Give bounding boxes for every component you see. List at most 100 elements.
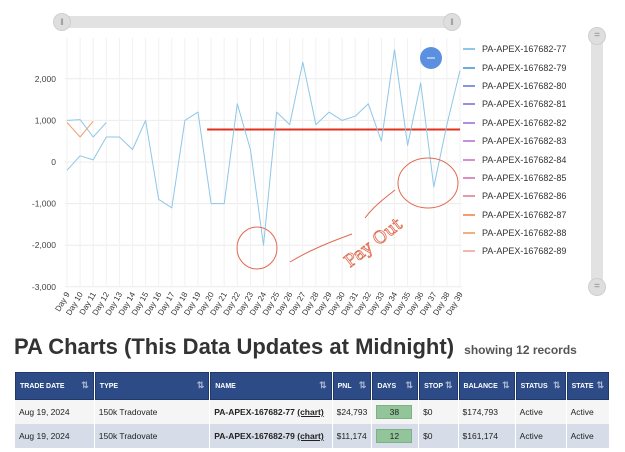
table-row[interactable]: Aug 19, 2024 150k Tradovate PA-APEX-1676… xyxy=(15,424,609,448)
legend-swatch xyxy=(463,103,475,106)
days-badge: 12 xyxy=(376,429,413,443)
drag-handle-icon[interactable]: ‖ xyxy=(443,13,461,31)
legend-swatch xyxy=(463,48,475,51)
legend-item[interactable]: PA-APEX-167682-80 xyxy=(463,77,566,95)
sort-arrows-icon[interactable]: ⇅ xyxy=(405,380,414,390)
column-header-type[interactable]: TYPE ⇅ xyxy=(94,372,210,400)
legend-item[interactable]: PA-APEX-167682-82 xyxy=(463,114,566,132)
legend-item[interactable]: PA-APEX-167682-77 xyxy=(463,40,566,58)
column-label: TYPE xyxy=(99,382,119,390)
drag-handle-icon[interactable]: = xyxy=(588,27,606,45)
type-cell: 150k Tradovate xyxy=(94,424,210,448)
days-cell: 12 xyxy=(372,424,419,448)
legend-item[interactable]: PA-APEX-167682-88 xyxy=(463,224,566,242)
column-label: BALANCE xyxy=(463,382,498,390)
balance-cell: $161,174 xyxy=(458,424,515,448)
annotation-arrow xyxy=(289,233,353,263)
column-header-balance[interactable]: BALANCE ⇅ xyxy=(458,372,515,400)
column-header-stop[interactable]: STOP ⇅ xyxy=(419,372,458,400)
vertical-zoom-slider[interactable] xyxy=(591,36,603,286)
column-header-status[interactable]: STATUS ⇅ xyxy=(515,372,566,400)
legend-label: PA-APEX-167682-81 xyxy=(482,99,567,110)
sort-arrows-icon[interactable]: ⇅ xyxy=(445,380,453,390)
column-header-state[interactable]: STATE ⇅ xyxy=(566,372,609,400)
legend-swatch xyxy=(463,121,475,124)
horizontal-zoom-slider[interactable] xyxy=(58,16,458,28)
sort-arrows-icon[interactable]: ⇅ xyxy=(553,380,561,390)
legend-label: PA-APEX-167682-80 xyxy=(482,80,567,91)
legend-item[interactable]: PA-APEX-167682-87 xyxy=(463,206,566,224)
sort-arrows-icon[interactable]: ⇅ xyxy=(358,380,367,390)
chart-area: -3,000 -2,000 -1,000 0 1,000 2,000 Day 9 Day 1… xyxy=(32,13,606,317)
column-label: TRADE DATE xyxy=(20,382,65,390)
legend-label: PA-APEX-167682-86 xyxy=(482,191,567,202)
column-header-days[interactable]: DAYS ⇅ xyxy=(372,372,419,400)
legend-item[interactable]: PA-APEX-167682-89 xyxy=(463,242,566,260)
state-cell: Active xyxy=(566,400,609,424)
table-row[interactable]: Aug 19, 2024 150k Tradovate PA-APEX-1676… xyxy=(15,400,609,424)
series-line xyxy=(66,49,461,246)
sort-arrows-icon[interactable]: ⇅ xyxy=(319,380,327,390)
legend-item[interactable]: PA-APEX-167682-86 xyxy=(463,187,566,205)
series-line xyxy=(66,120,94,138)
legend-swatch xyxy=(463,84,475,87)
legend-label: PA-APEX-167682-89 xyxy=(482,246,567,257)
column-label: STOP xyxy=(424,382,443,390)
days-badge: 38 xyxy=(376,405,413,419)
legend-swatch xyxy=(463,195,475,198)
stop-cell: $0 xyxy=(419,400,458,424)
y-tick-label: 1,000 xyxy=(35,115,57,125)
legend-label: PA-APEX-167682-83 xyxy=(482,136,567,147)
section-title-text: PA Charts (This Data Updates at Midnight… xyxy=(14,334,455,359)
balance-cell: $174,793 xyxy=(458,400,515,424)
annotation-text: Pay Out xyxy=(341,214,407,271)
legend-label: PA-APEX-167682-87 xyxy=(482,209,567,220)
account-name: PA-APEX-167682-77 xyxy=(214,407,295,417)
drag-handle-icon[interactable]: = xyxy=(588,278,606,296)
series-line xyxy=(66,119,107,138)
trade-date-cell: Aug 19, 2024 xyxy=(15,400,94,424)
column-label: STATUS xyxy=(520,382,548,390)
legend-swatch xyxy=(463,140,475,143)
legend-swatch xyxy=(463,232,475,235)
drag-handle-icon[interactable]: ‖ xyxy=(53,13,71,31)
sort-arrows-icon[interactable]: ⇅ xyxy=(196,380,205,390)
record-count: showing 12 records xyxy=(464,343,577,357)
stop-cell: $0 xyxy=(419,424,458,448)
table-header-row: TRADE DATE ⇅ TYPE ⇅ NAME ⇅ PNL ⇅ DAYS ⇅ STOP ⇅… xyxy=(15,372,609,400)
sort-arrows-icon[interactable]: ⇅ xyxy=(81,380,89,390)
column-label: DAYS xyxy=(377,382,397,390)
legend-label: PA-APEX-167682-77 xyxy=(482,44,567,55)
sort-arrows-icon[interactable]: ⇅ xyxy=(596,380,604,390)
type-cell: 150k Tradovate xyxy=(94,400,210,424)
state-cell: Active xyxy=(566,424,609,448)
legend-label: PA-APEX-167682-85 xyxy=(482,172,567,183)
legend-swatch xyxy=(463,213,475,216)
legend-swatch xyxy=(463,250,475,253)
pnl-cell: $11,174 xyxy=(332,424,372,448)
column-header-trade-date[interactable]: TRADE DATE ⇅ xyxy=(15,372,94,400)
annotation-circle xyxy=(397,157,459,209)
y-tick-label: -3,000 xyxy=(32,282,56,292)
chart-link[interactable]: (chart) xyxy=(297,431,324,441)
legend-label: PA-APEX-167682-79 xyxy=(482,62,567,73)
legend-label: PA-APEX-167682-88 xyxy=(482,228,567,239)
name-cell: PA-APEX-167682-79 (chart) xyxy=(210,424,332,448)
y-tick-label: -1,000 xyxy=(32,199,56,209)
legend-item[interactable]: PA-APEX-167682-84 xyxy=(463,150,566,168)
sort-arrows-icon[interactable]: ⇅ xyxy=(502,380,510,390)
column-header-name[interactable]: NAME ⇅ xyxy=(210,372,332,400)
account-name: PA-APEX-167682-79 xyxy=(214,431,295,441)
legend-swatch xyxy=(463,66,475,69)
legend-label: PA-APEX-167682-82 xyxy=(482,117,567,128)
column-header-pnl[interactable]: PNL ⇅ xyxy=(332,372,372,400)
name-cell: PA-APEX-167682-77 (chart) xyxy=(210,400,332,424)
legend-item[interactable]: PA-APEX-167682-83 xyxy=(463,132,566,150)
legend-item[interactable]: PA-APEX-167682-79 xyxy=(463,58,566,76)
legend-item[interactable]: PA-APEX-167682-81 xyxy=(463,95,566,113)
legend-item[interactable]: PA-APEX-167682-85 xyxy=(463,169,566,187)
chart-link[interactable]: (chart) xyxy=(297,407,324,417)
pnl-cell: $24,793 xyxy=(332,400,372,424)
status-cell: Active xyxy=(515,400,566,424)
